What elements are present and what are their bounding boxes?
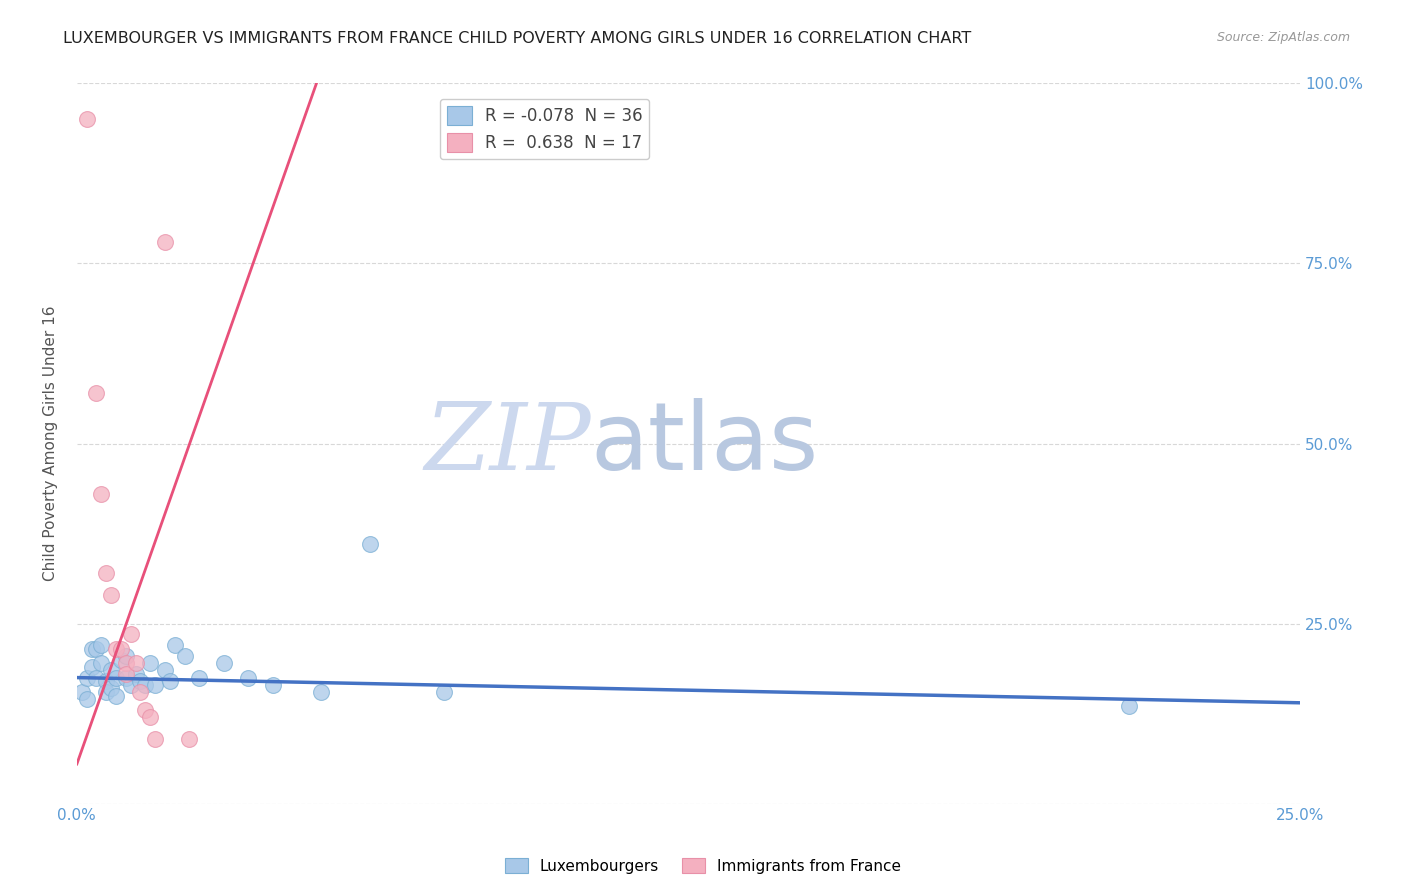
Text: LUXEMBOURGER VS IMMIGRANTS FROM FRANCE CHILD POVERTY AMONG GIRLS UNDER 16 CORREL: LUXEMBOURGER VS IMMIGRANTS FROM FRANCE C… [63, 31, 972, 46]
Point [120, 678, 142, 692]
Y-axis label: Child Poverty Among Girls Under 16: Child Poverty Among Girls Under 16 [44, 306, 58, 582]
Point [311, 685, 333, 699]
Point [86, 641, 108, 656]
Point [153, 235, 176, 249]
Point [139, 710, 162, 724]
Point [114, 656, 136, 670]
Legend: Luxembourgers, Immigrants from France: Luxembourgers, Immigrants from France [499, 852, 907, 880]
Point [212, 656, 235, 670]
Point [173, 648, 195, 663]
Point [114, 671, 136, 685]
Point [114, 648, 136, 663]
Point [159, 674, 181, 689]
Point [96, 674, 118, 689]
Point [86, 386, 108, 401]
Point [163, 638, 186, 652]
Point [100, 664, 122, 678]
Point [124, 656, 146, 670]
Point [90, 656, 112, 670]
Point [179, 731, 201, 746]
Point [120, 627, 142, 641]
Point [90, 638, 112, 652]
Point [139, 656, 162, 670]
Point [110, 652, 132, 666]
Point [114, 667, 136, 681]
Point [80, 641, 103, 656]
Point [236, 671, 259, 685]
Point [110, 641, 132, 656]
Point [1118, 699, 1140, 714]
Point [96, 685, 118, 699]
Point [124, 667, 146, 681]
Point [76, 671, 98, 685]
Point [105, 641, 128, 656]
Point [134, 703, 156, 717]
Point [188, 671, 211, 685]
Legend: R = -0.078  N = 36, R =  0.638  N = 17: R = -0.078 N = 36, R = 0.638 N = 17 [440, 99, 650, 159]
Text: Source: ZipAtlas.com: Source: ZipAtlas.com [1216, 31, 1350, 45]
Point [80, 660, 103, 674]
Point [134, 678, 156, 692]
Point [359, 537, 381, 551]
Point [433, 685, 456, 699]
Point [143, 731, 166, 746]
Point [129, 685, 152, 699]
Point [96, 566, 118, 581]
Point [262, 678, 284, 692]
Point [90, 487, 112, 501]
Point [153, 664, 176, 678]
Point [105, 689, 128, 703]
Point [100, 681, 122, 696]
Point [143, 678, 166, 692]
Point [86, 671, 108, 685]
Text: ZIP: ZIP [425, 399, 591, 489]
Point [129, 674, 152, 689]
Point [105, 671, 128, 685]
Point [100, 588, 122, 602]
Point [76, 692, 98, 706]
Point [70, 685, 93, 699]
Point [76, 112, 98, 127]
Text: atlas: atlas [591, 398, 818, 490]
